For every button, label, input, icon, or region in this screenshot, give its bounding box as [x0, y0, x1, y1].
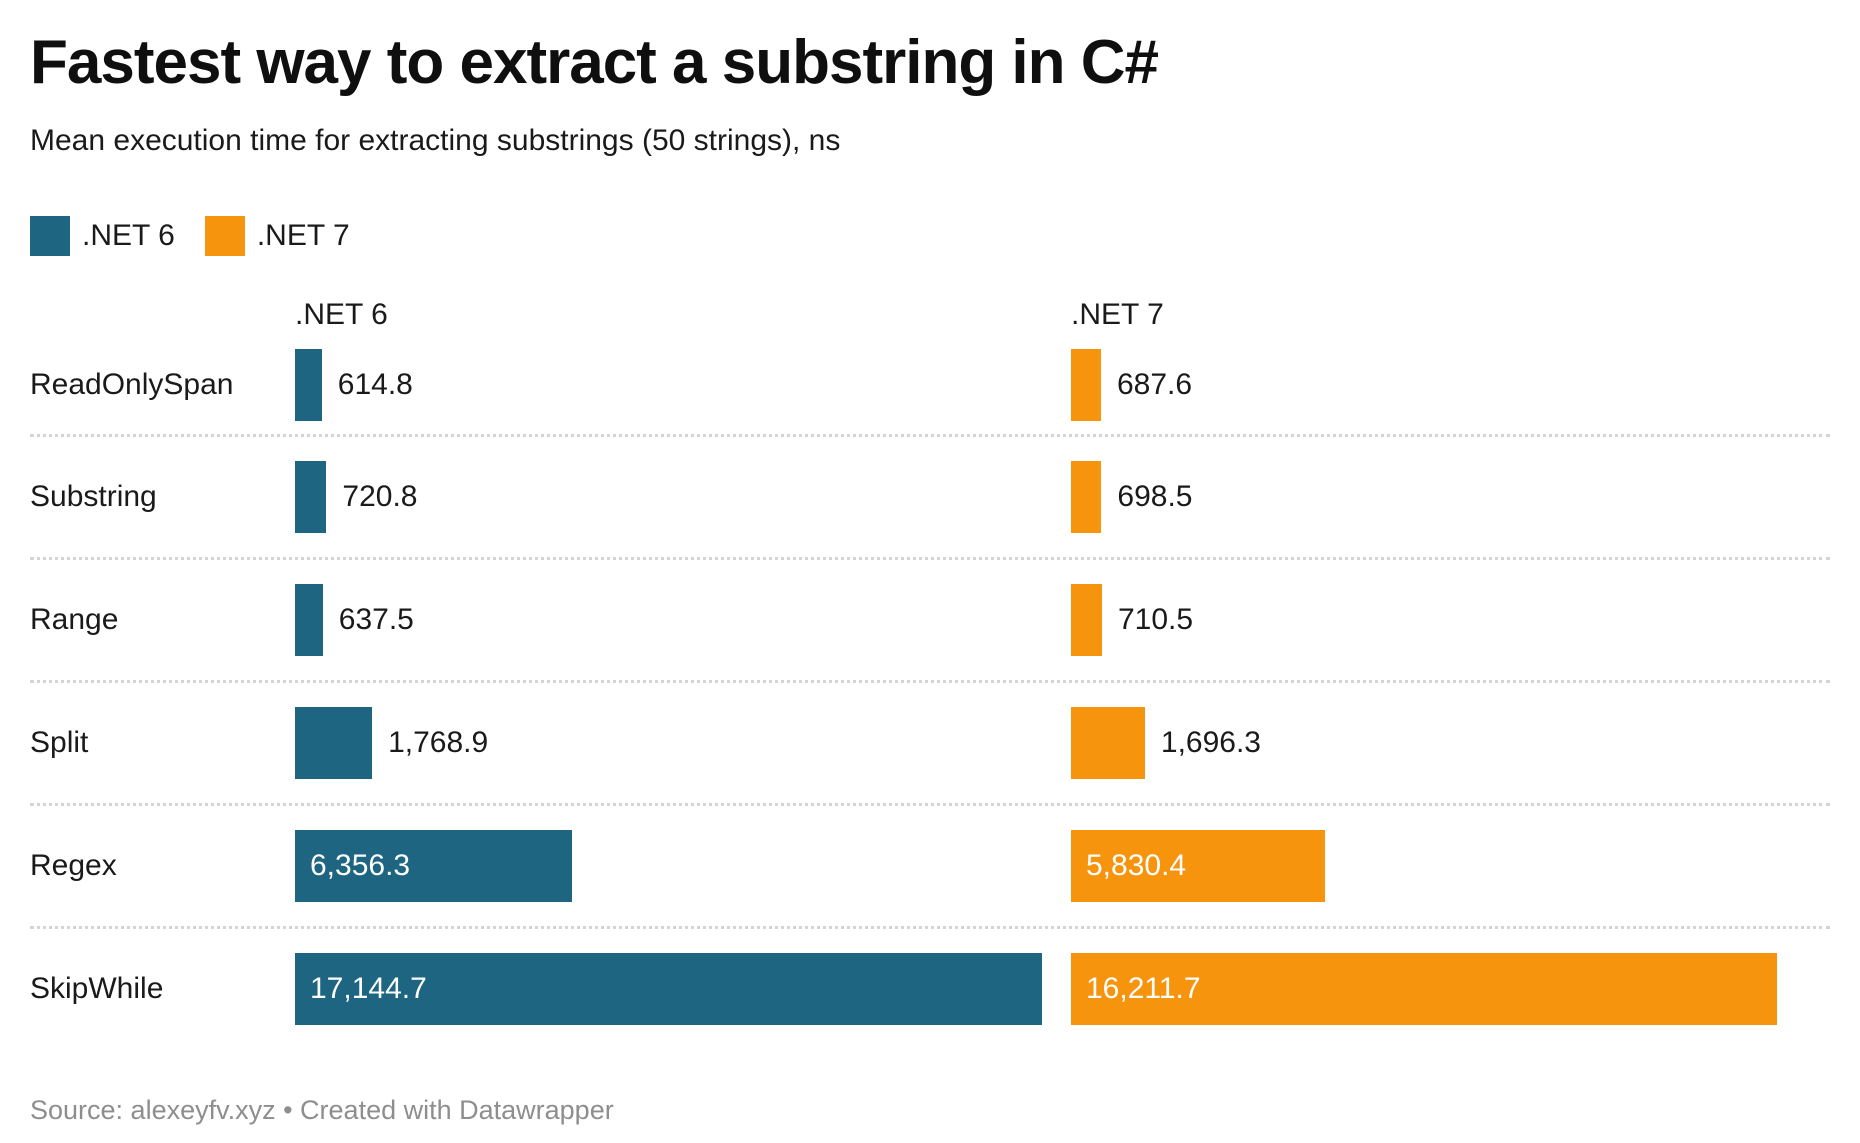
source-attribution: Source: alexeyfv.xyz • Created with Data… — [30, 1095, 614, 1125]
row-label: SkipWhile — [30, 972, 164, 1005]
net6-cell: 614.8 — [295, 349, 1071, 421]
net7-bar-split — [1071, 707, 1145, 779]
net7-cell: 5,830.4 — [1071, 830, 1830, 902]
net6-bar-readonlyspan — [295, 349, 322, 421]
net6-bar-split — [295, 707, 373, 779]
net6-cell: 17,144.7 — [295, 953, 1071, 1025]
value-label: 614.8 — [337, 368, 413, 401]
net6-swatch-icon — [30, 216, 70, 256]
net7-bar-regex: 5,830.4 — [1071, 830, 1325, 902]
net6-cell: 637.5 — [295, 584, 1071, 656]
value-label: 1,696.3 — [1160, 726, 1261, 759]
net7-swatch-icon — [204, 216, 245, 256]
net7-bar-substring — [1071, 461, 1102, 533]
value-label: 637.5 — [338, 603, 414, 636]
table-row: Range 637.5 710.5 — [30, 560, 1830, 683]
legend-label-net7: .NET 7 — [256, 219, 350, 252]
column-header-net6: .NET 6 — [295, 298, 388, 331]
bar-rows: ReadOnlySpan 614.8 687.6 Substring 720.8 698.… — [30, 336, 1830, 1049]
table-row: ReadOnlySpan 614.8 687.6 — [30, 336, 1830, 437]
row-label: ReadOnlySpan — [30, 368, 234, 401]
value-label: 17,144.7 — [310, 972, 427, 1005]
table-row: Regex 6,356.3 5,830.4 — [30, 806, 1830, 929]
row-label: Range — [30, 603, 119, 636]
row-label: Regex — [30, 849, 117, 882]
row-label: Split — [30, 726, 89, 759]
legend-item-net6: .NET 6 — [30, 216, 175, 256]
net7-cell: 710.5 — [1071, 584, 1830, 656]
legend: .NET 6 .NET 7 — [30, 216, 1830, 256]
value-label: 687.6 — [1117, 368, 1193, 401]
net6-cell: 1,768.9 — [295, 707, 1071, 779]
chart-subtitle: Mean execution time for extracting subst… — [30, 124, 841, 157]
legend-item-net7: .NET 7 — [204, 216, 350, 256]
net6-bar-regex: 6,356.3 — [295, 830, 572, 902]
net6-bar-skipwhile: 17,144.7 — [295, 953, 1042, 1025]
net7-cell: 687.6 — [1071, 349, 1830, 421]
value-label: 698.5 — [1117, 480, 1193, 513]
table-row: Substring 720.8 698.5 — [30, 437, 1830, 560]
column-headers: .NET 6 .NET 7 — [30, 296, 1830, 332]
value-label: 720.8 — [342, 480, 418, 513]
net6-cell: 720.8 — [295, 461, 1071, 533]
column-header-net7: .NET 7 — [1071, 298, 1164, 331]
net7-bar-skipwhile: 16,211.7 — [1071, 953, 1778, 1025]
net7-bar-range — [1071, 584, 1102, 656]
net7-cell: 16,211.7 — [1071, 953, 1830, 1025]
legend-label-net6: .NET 6 — [82, 219, 175, 252]
net7-cell: 1,696.3 — [1071, 707, 1830, 779]
value-label: 6,356.3 — [310, 849, 411, 882]
value-label: 1,768.9 — [388, 726, 489, 759]
row-label: Substring — [30, 480, 157, 513]
net6-bar-substring — [295, 461, 327, 533]
value-label: 16,211.7 — [1086, 972, 1201, 1005]
net6-bar-range — [295, 584, 323, 656]
value-label: 5,830.4 — [1086, 849, 1187, 882]
chart-title: Fastest way to extract a substring in C# — [30, 28, 1159, 97]
net7-cell: 698.5 — [1071, 461, 1830, 533]
net6-cell: 6,356.3 — [295, 830, 1071, 902]
table-row: SkipWhile 17,144.7 16,211.7 — [30, 929, 1830, 1049]
value-label: 710.5 — [1118, 603, 1194, 636]
net7-bar-readonlyspan — [1071, 349, 1101, 421]
table-row: Split 1,768.9 1,696.3 — [30, 683, 1830, 806]
